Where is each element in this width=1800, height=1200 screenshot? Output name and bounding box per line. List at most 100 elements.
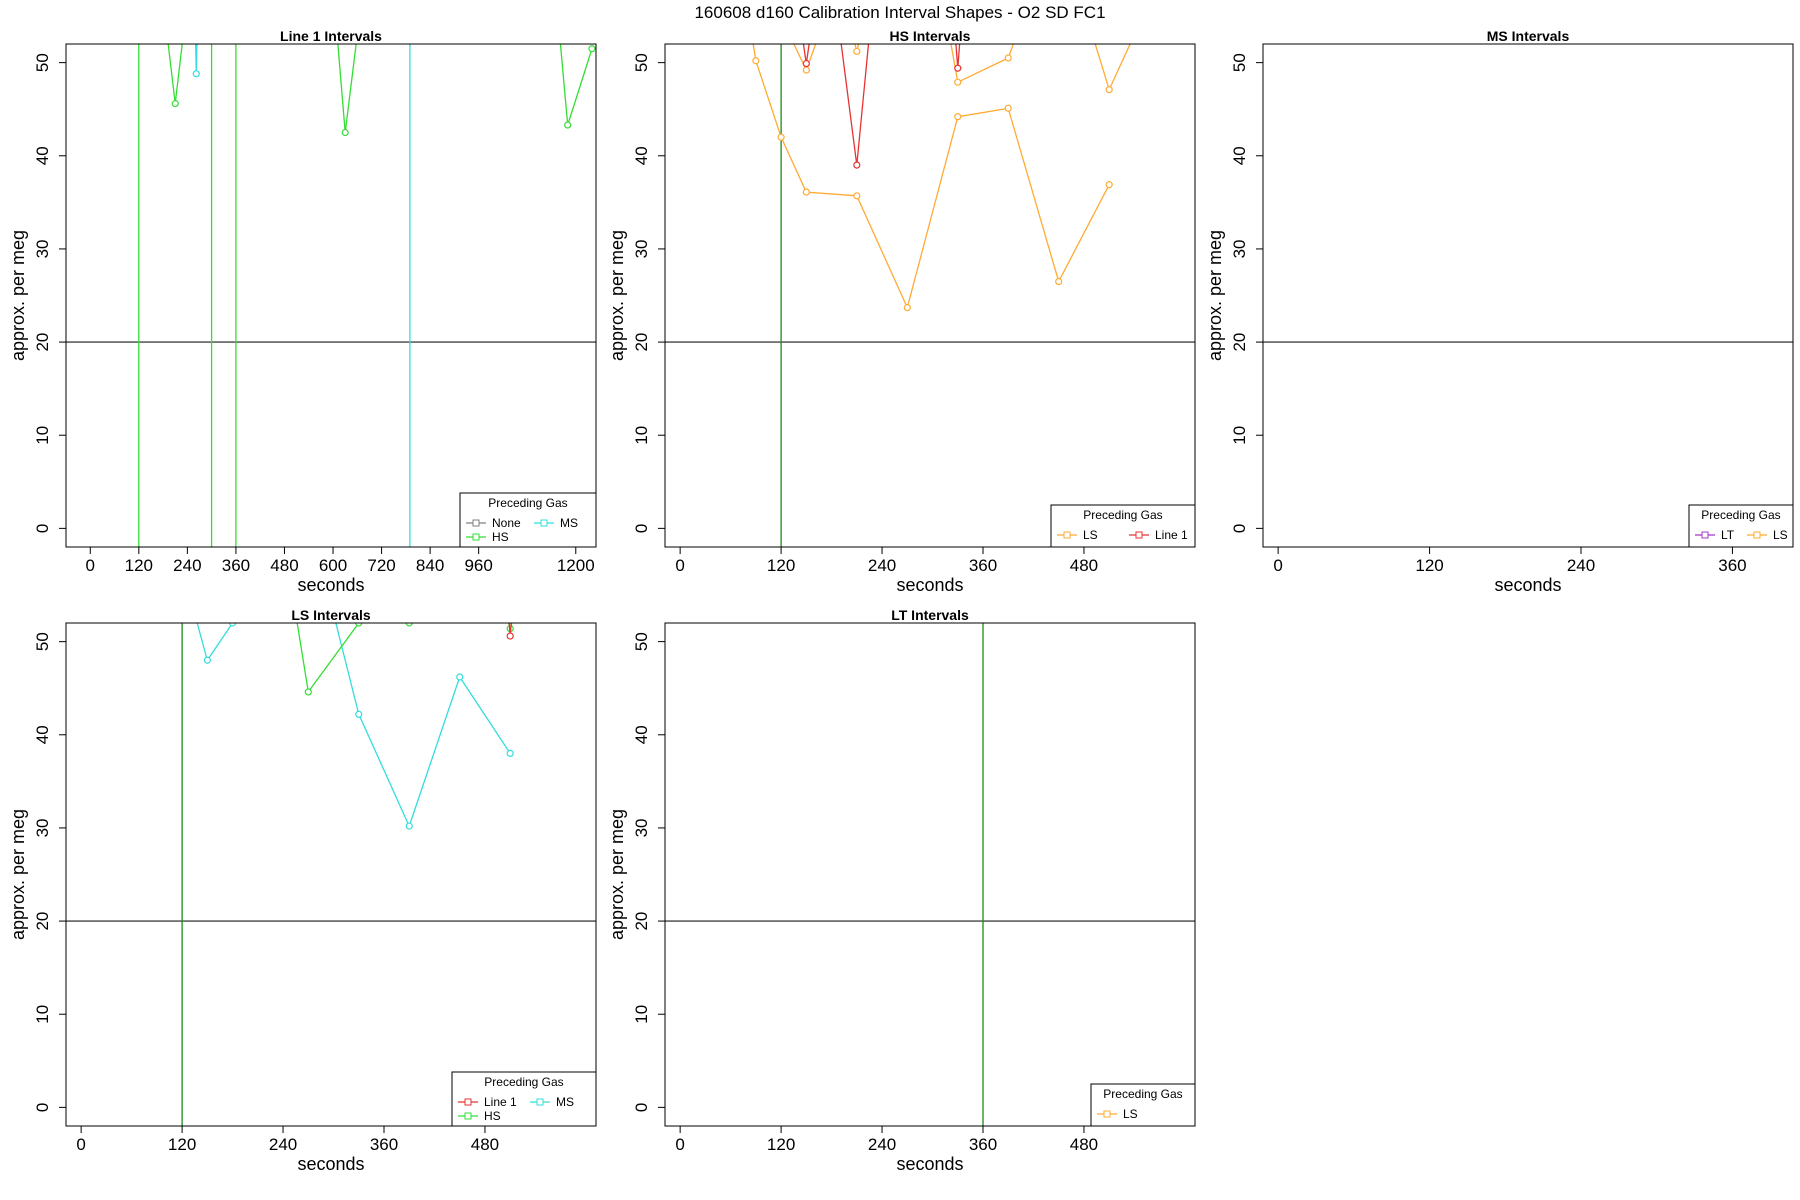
data-point — [853, 161, 861, 169]
series-hs — [296, 623, 363, 696]
data-point — [853, 47, 861, 56]
y-tick-label: 50 — [33, 53, 52, 72]
x-tick-label: 240 — [868, 556, 896, 575]
y-tick-label: 20 — [632, 912, 651, 931]
x-tick-label: 360 — [1718, 556, 1746, 575]
x-axis: 0 120 240 360 seconds — [1273, 546, 1747, 595]
y-tick-label: 30 — [33, 239, 52, 258]
x-tick-label: 240 — [868, 1135, 896, 1154]
legend-marker — [464, 1112, 472, 1120]
legend-label: MS — [560, 516, 578, 530]
legend-entry-none: None — [466, 516, 521, 530]
panel-2: HS Intervals 0 120 240 360 480 seconds 0 10 20 30 4… — [607, 28, 1196, 595]
x-tick-label: 840 — [416, 556, 444, 575]
legend-title: Preceding Gas — [1701, 508, 1780, 522]
x-tick-label: 720 — [367, 556, 395, 575]
legend-title: Preceding Gas — [488, 496, 567, 510]
legend-label: LT — [1721, 528, 1735, 542]
data-point — [341, 128, 349, 137]
data-point — [506, 749, 514, 758]
legend-entry-ms: MS — [534, 516, 578, 530]
series-line — [752, 44, 1110, 310]
panel-title: HS Intervals — [890, 28, 971, 44]
data-point — [355, 623, 363, 627]
plot-frame — [664, 43, 1196, 548]
legend-label: Line 1 — [1155, 528, 1188, 542]
data-point — [203, 656, 211, 664]
x-axis-label: seconds — [297, 1154, 364, 1174]
legend-entry-line-1: Line 1 — [458, 1095, 517, 1109]
y-tick-label: 30 — [632, 818, 651, 837]
legend-entry-ls: LS — [1097, 1107, 1138, 1121]
plot-frame — [65, 43, 597, 548]
legend-box — [1090, 1083, 1196, 1127]
y-tick-label: 40 — [632, 146, 651, 165]
y-axis-label: approx. per meg — [607, 809, 627, 940]
data-point — [588, 45, 596, 53]
series-line-1 — [954, 44, 962, 72]
x-tick-label: 120 — [1415, 556, 1443, 575]
figure-title: 160608 d160 Calibration Interval Shapes … — [694, 3, 1105, 22]
panel-4: LS Intervals 0 120 240 360 480 seconds 0 10 20 30 4… — [8, 607, 597, 1174]
legend-entry-line-1: Line 1 — [1129, 528, 1188, 542]
series-line — [196, 623, 234, 662]
y-tick-label: 0 — [33, 1103, 52, 1112]
data-point — [903, 304, 911, 312]
x-tick-label: 0 — [675, 1135, 684, 1154]
data-point — [752, 57, 760, 65]
x-tick-label: 360 — [969, 1135, 997, 1154]
data-point — [405, 822, 413, 830]
x-axis: 0 120 240 360 480 seconds — [675, 546, 1098, 595]
plot-area — [665, 44, 1195, 547]
x-tick-label: 600 — [319, 556, 347, 575]
legend-entry-hs: HS — [458, 1109, 501, 1123]
panel-1: Line 1 Intervals 0 120 240 360 480 600 720 840 96… — [8, 28, 597, 595]
y-tick-label: 20 — [33, 333, 52, 352]
y-tick-label: 20 — [1230, 333, 1249, 352]
x-tick-label: 0 — [675, 556, 684, 575]
data-point — [1004, 54, 1012, 62]
legend-label: HS — [484, 1109, 501, 1123]
x-axis-label: seconds — [896, 575, 963, 595]
series-hs — [167, 44, 183, 108]
data-point — [777, 133, 785, 141]
legend-label: MS — [556, 1095, 574, 1109]
y-tick-label: 50 — [632, 632, 651, 651]
legend: Preceding Gas LT LS — [1688, 504, 1794, 548]
x-tick-label: 240 — [173, 556, 201, 575]
series-line — [950, 44, 1014, 84]
legend-title: Preceding Gas — [1083, 508, 1162, 522]
x-tick-label: 1200 — [557, 556, 595, 575]
x-tick-label: 240 — [1567, 556, 1595, 575]
legend-label: Line 1 — [484, 1095, 517, 1109]
y-tick-label: 0 — [1230, 524, 1249, 533]
data-point — [192, 70, 200, 78]
legend-entry-lt: LT — [1695, 528, 1735, 542]
legend-entry-ls: LS — [1747, 528, 1788, 542]
y-tick-label: 20 — [632, 333, 651, 352]
panel-title: Line 1 Intervals — [280, 28, 382, 44]
series-ls — [950, 44, 1014, 86]
series-ms — [196, 623, 237, 664]
legend-label: LS — [1773, 528, 1788, 542]
series-hs — [559, 44, 596, 129]
series-ls — [752, 44, 1113, 312]
legend-label: LS — [1083, 528, 1098, 542]
legend: Preceding Gas LS Line 1 — [1050, 504, 1196, 548]
y-axis: 0 10 20 30 40 50 approx. per meg — [1205, 53, 1264, 533]
x-tick-label: 120 — [767, 1135, 795, 1154]
plot-frame — [1262, 43, 1794, 548]
legend-label: LS — [1123, 1107, 1138, 1121]
legend-title: Preceding Gas — [484, 1075, 563, 1089]
legend-box — [451, 1071, 597, 1127]
legend-entry-ms: MS — [530, 1095, 574, 1109]
y-tick-label: 40 — [33, 725, 52, 744]
data-point — [853, 192, 861, 200]
series-ms — [192, 44, 200, 78]
y-tick-label: 10 — [632, 1005, 651, 1024]
series-ls — [1094, 44, 1131, 94]
data-point — [405, 623, 413, 627]
x-tick-label: 0 — [86, 556, 95, 575]
panel-title: LT Intervals — [891, 607, 969, 623]
